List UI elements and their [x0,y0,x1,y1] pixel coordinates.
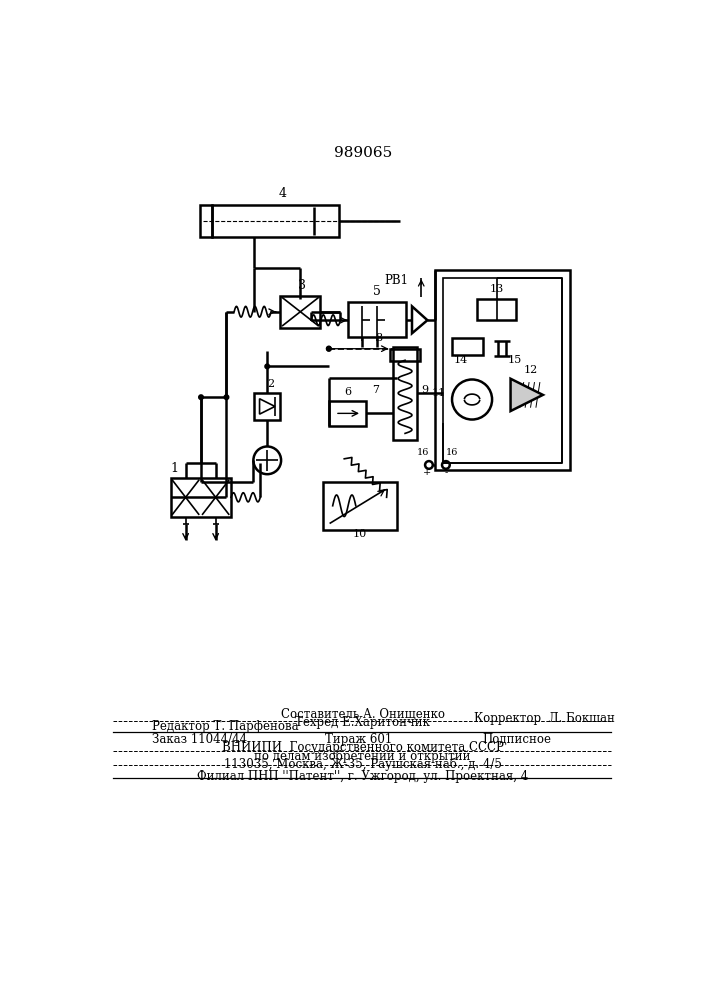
Bar [281,296,320,328]
Circle shape [199,395,204,400]
Text: 5: 5 [373,285,380,298]
Bar [348,302,406,337]
Polygon shape [259,399,275,414]
Bar [435,270,570,470]
Text: +: + [423,468,431,477]
Text: 113035, Москва, Ж-35, Раушская наб., д. 4/5: 113035, Москва, Ж-35, Раушская наб., д. … [224,758,502,771]
Text: 10: 10 [353,529,367,539]
Text: Филиал ПНП ''Патент'', г. Ужгород, ул. Проектная, 4: Филиал ПНП ''Патент'', г. Ужгород, ул. П… [197,770,528,783]
Text: 6: 6 [344,387,351,397]
Bar [254,393,281,420]
Text: 2: 2 [267,379,274,389]
Bar [171,478,231,517]
Bar [443,278,562,463]
Text: Заказ 11044/44: Заказ 11044/44 [152,733,247,746]
Bar [329,401,366,426]
Bar [212,205,339,237]
Text: 7: 7 [372,385,379,395]
Text: РВ1: РВ1 [384,274,408,287]
Text: 14: 14 [454,355,468,365]
Text: 16: 16 [416,448,429,457]
Text: Подписное: Подписное [483,733,552,746]
Text: 13: 13 [489,284,504,294]
Bar [200,205,212,237]
Circle shape [327,346,331,351]
Text: 8: 8 [375,333,382,343]
Bar [390,349,421,361]
Text: 1: 1 [171,462,179,475]
Text: 4: 4 [279,187,286,200]
Text: 3: 3 [298,279,306,292]
Text: 12: 12 [523,365,538,375]
Circle shape [327,346,331,351]
Polygon shape [412,306,428,333]
Bar [477,299,516,320]
Bar [324,482,397,530]
Text: 15: 15 [508,355,522,365]
Circle shape [265,364,269,369]
Text: Тираж 601: Тираж 601 [325,733,392,746]
Polygon shape [510,379,543,411]
Text: 9: 9 [421,385,428,395]
Text: 16: 16 [446,448,458,457]
Text: Техред Е.Харитончик: Техред Е.Харитончик [296,716,430,729]
Text: 989065: 989065 [334,146,392,160]
Text: ВНИИПИ  Государственного комитета СССР: ВНИИПИ Государственного комитета СССР [222,741,503,754]
Text: по делам изобретений и открытий: по делам изобретений и открытий [255,749,471,763]
Text: 11: 11 [432,388,446,398]
Bar [452,338,483,355]
Text: Редактор Т. Парфенова: Редактор Т. Парфенова [152,720,298,733]
Bar [393,347,417,440]
Text: Составитель А. Онищенко: Составитель А. Онищенко [281,708,445,721]
Text: Корректор  Л. Бокшан: Корректор Л. Бокшан [474,712,615,725]
Circle shape [224,395,229,400]
Text: -: - [444,468,448,477]
